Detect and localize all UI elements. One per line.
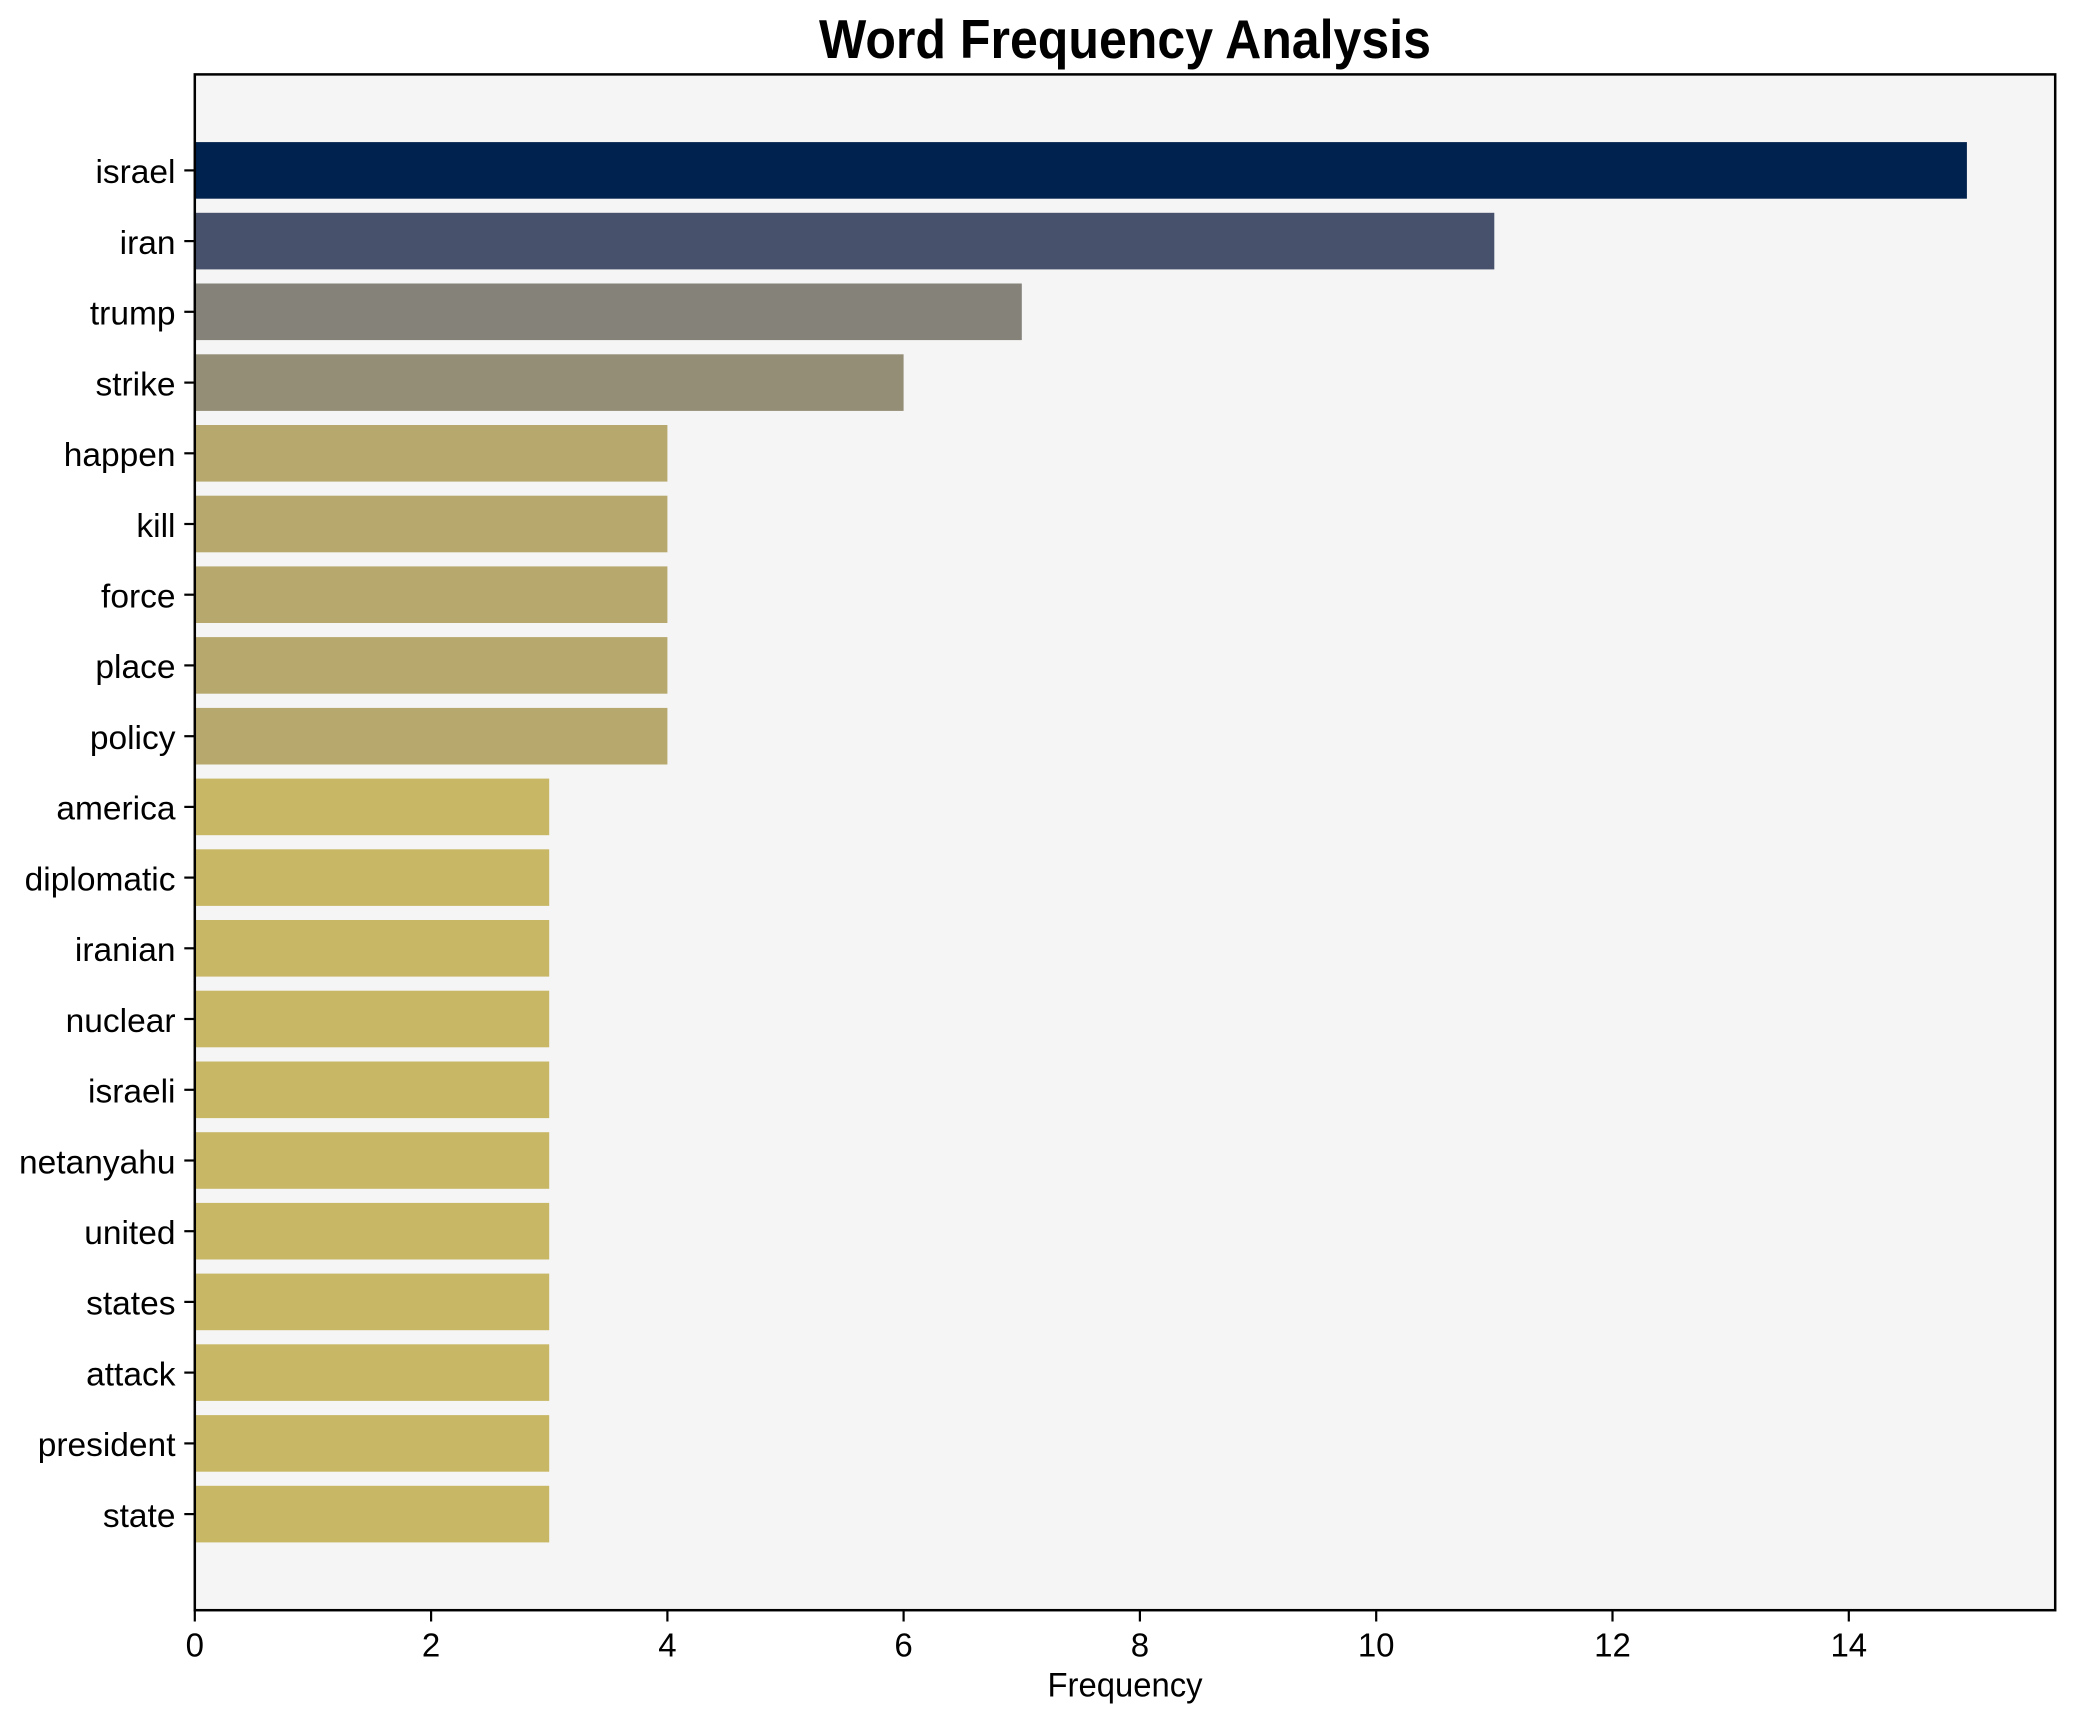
svg-text:strike: strike: [95, 366, 175, 403]
svg-text:nuclear: nuclear: [66, 1003, 176, 1040]
svg-text:10: 10: [1358, 1627, 1395, 1664]
svg-text:israel: israel: [95, 154, 175, 191]
svg-text:iran: iran: [120, 225, 176, 262]
svg-text:netanyahu: netanyahu: [19, 1144, 175, 1181]
svg-text:attack: attack: [86, 1356, 176, 1393]
svg-text:8: 8: [1131, 1627, 1149, 1664]
svg-text:Word Frequency Analysis: Word Frequency Analysis: [819, 8, 1431, 70]
svg-text:Frequency: Frequency: [1048, 1667, 1203, 1705]
svg-text:diplomatic: diplomatic: [25, 861, 176, 898]
svg-text:united: united: [84, 1215, 175, 1252]
svg-text:2: 2: [422, 1627, 440, 1664]
svg-text:place: place: [95, 649, 175, 686]
svg-text:policy: policy: [90, 720, 176, 757]
svg-text:0: 0: [186, 1627, 204, 1664]
svg-text:israeli: israeli: [88, 1074, 176, 1111]
svg-text:14: 14: [1830, 1627, 1867, 1664]
svg-text:state: state: [103, 1498, 176, 1535]
svg-text:6: 6: [894, 1627, 912, 1664]
svg-text:america: america: [56, 791, 176, 828]
svg-text:president: president: [38, 1427, 177, 1464]
svg-text:iranian: iranian: [75, 932, 176, 969]
svg-text:4: 4: [658, 1627, 676, 1664]
svg-text:kill: kill: [136, 508, 175, 545]
svg-text:12: 12: [1594, 1627, 1631, 1664]
svg-text:happen: happen: [64, 437, 176, 474]
svg-text:force: force: [101, 579, 175, 616]
svg-text:trump: trump: [90, 296, 176, 333]
svg-text:states: states: [86, 1286, 175, 1323]
